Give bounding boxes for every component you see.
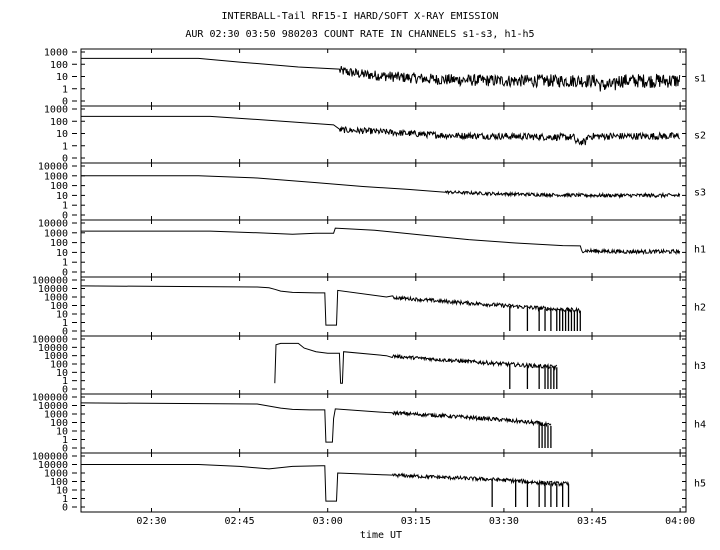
- panel-frame: [80, 335, 687, 395]
- channel-label-h2: h2: [694, 303, 706, 314]
- y-tick-label: 10: [56, 191, 68, 202]
- y-tick-label: 100: [50, 181, 68, 192]
- panel-frame: [80, 452, 687, 513]
- y-tick-label: 1000: [44, 293, 68, 304]
- y-tick-label: 0: [62, 444, 68, 455]
- y-tick-label: 1: [62, 84, 68, 95]
- y-tick-label: 1000: [44, 351, 68, 362]
- x-tick-label: 02:30: [136, 516, 166, 527]
- panel-frame: [80, 219, 687, 278]
- y-tick-label: 10000: [38, 401, 68, 412]
- chart-title: INTERBALL-Tail RF15-I HARD/SOFT X-RAY EM…: [221, 11, 499, 22]
- y-tick-label: 0: [62, 503, 68, 514]
- y-tick-label: 100: [50, 117, 68, 128]
- channel-label-h4: h4: [694, 420, 706, 431]
- y-tick-label: 10: [56, 248, 68, 259]
- y-tick-label: 10: [56, 129, 68, 140]
- y-tick-label: 1: [62, 201, 68, 212]
- y-tick-label: 0: [62, 97, 68, 108]
- y-tick-label: 100000: [32, 452, 68, 463]
- x-tick-label: 02:45: [225, 516, 255, 527]
- channel-label-h1: h1: [694, 245, 706, 256]
- y-tick-label: 10000: [38, 162, 68, 173]
- y-tick-label: 1: [62, 141, 68, 152]
- y-tick-label: 1: [62, 494, 68, 505]
- y-tick-label: 0: [62, 268, 68, 279]
- series-line-h3: [274, 342, 558, 384]
- y-tick-label: 1: [62, 435, 68, 446]
- channel-label-s3: s3: [694, 188, 706, 199]
- panel-frame: [80, 48, 687, 107]
- x-tick-label: 03:15: [401, 516, 431, 527]
- y-tick-label: 100: [50, 477, 68, 488]
- y-tick-label: 1: [62, 376, 68, 387]
- y-tick-label: 1: [62, 258, 68, 269]
- y-tick-label: 100000: [32, 335, 68, 346]
- series-line-h1: [81, 227, 681, 256]
- y-tick-label: 100: [50, 301, 68, 312]
- y-tick-label: 1000: [44, 48, 68, 59]
- chart-subtitle: AUR 02:30 03:50 980203 COUNT RATE IN CHA…: [185, 29, 535, 40]
- y-tick-label: 100: [50, 360, 68, 371]
- y-tick-label: 10: [56, 486, 68, 497]
- x-tick-label: 03:45: [577, 516, 607, 527]
- y-tick-label: 1000: [44, 228, 68, 239]
- series-line-s1: [81, 57, 681, 92]
- panel-frame: [80, 276, 687, 337]
- y-tick-label: 10: [56, 310, 68, 321]
- panel-frame: [80, 105, 687, 164]
- y-tick-label: 100000: [32, 393, 68, 404]
- y-tick-label: 1000: [44, 469, 68, 480]
- y-tick-label: 0: [62, 327, 68, 338]
- panel-frame: [80, 162, 687, 221]
- x-tick-label: 04:00: [665, 516, 695, 527]
- y-tick-label: 0: [62, 385, 68, 396]
- series-line-s2: [81, 115, 680, 146]
- y-tick-label: 0: [62, 211, 68, 222]
- y-tick-label: 1000: [44, 171, 68, 182]
- y-tick-label: 100: [50, 418, 68, 429]
- x-tick-label: 03:30: [489, 516, 519, 527]
- channel-label-h5: h5: [694, 479, 706, 490]
- y-tick-label: 10: [56, 427, 68, 438]
- y-tick-label: 10000: [38, 460, 68, 471]
- y-tick-label: 100000: [32, 276, 68, 287]
- y-tick-label: 10: [56, 72, 68, 83]
- y-tick-label: 0: [62, 154, 68, 165]
- channel-label-h3: h3: [694, 361, 706, 372]
- y-tick-label: 1000: [44, 410, 68, 421]
- series-line-s3: [81, 175, 681, 199]
- panel-frame: [80, 393, 687, 454]
- series-line-h2: [80, 285, 581, 326]
- x-tick-label: 03:00: [313, 516, 343, 527]
- y-tick-label: 10000: [38, 219, 68, 230]
- y-tick-label: 100: [50, 60, 68, 71]
- x-axis-label: time UT: [360, 530, 402, 541]
- series-line-h4: [80, 402, 552, 443]
- y-tick-label: 10: [56, 368, 68, 379]
- y-tick-label: 10000: [38, 284, 68, 295]
- series-line-h5: [81, 464, 569, 502]
- channel-label-s2: s2: [694, 131, 706, 142]
- y-tick-label: 100: [50, 238, 68, 249]
- channel-label-s1: s1: [694, 74, 706, 85]
- y-tick-label: 1000: [44, 105, 68, 116]
- y-tick-label: 1: [62, 318, 68, 329]
- y-tick-label: 10000: [38, 343, 68, 354]
